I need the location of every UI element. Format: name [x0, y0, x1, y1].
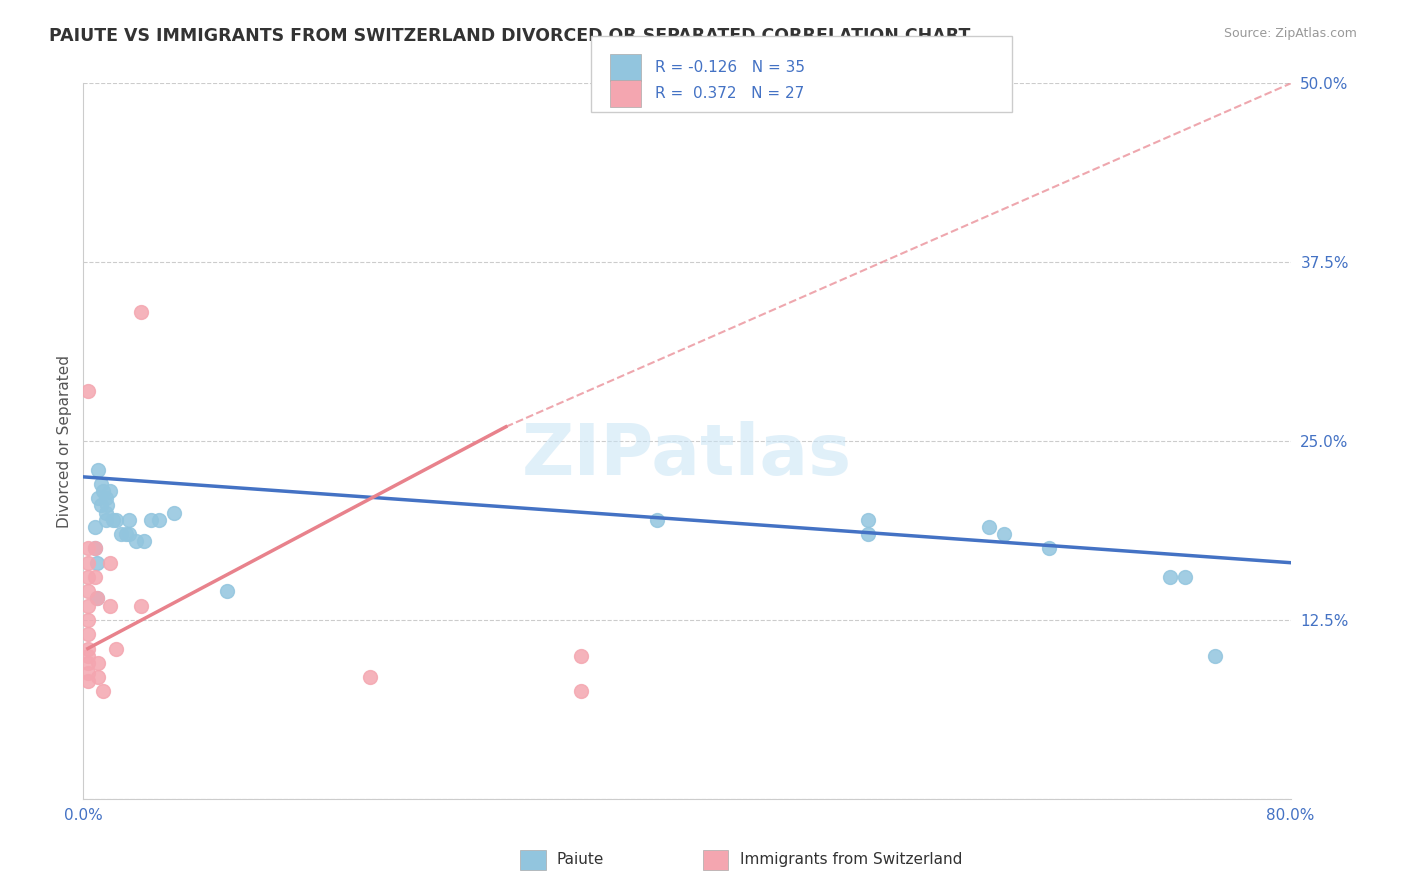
Point — [76, 384, 98, 398]
Text: Paiute: Paiute — [557, 853, 605, 867]
Point — [1038, 541, 1060, 556]
Point — [91, 484, 114, 499]
Point — [76, 641, 98, 656]
Text: Immigrants from Switzerland: Immigrants from Switzerland — [740, 853, 962, 867]
Point — [87, 670, 110, 684]
Point — [76, 656, 98, 670]
Text: Source: ZipAtlas.com: Source: ZipAtlas.com — [1223, 27, 1357, 40]
Point — [163, 506, 186, 520]
Point — [100, 484, 122, 499]
Point — [76, 541, 98, 556]
Point — [76, 674, 98, 689]
Point — [87, 463, 110, 477]
Point — [1204, 648, 1226, 663]
Point — [856, 513, 879, 527]
Point — [569, 648, 592, 663]
Point — [76, 613, 98, 627]
Point — [129, 305, 152, 319]
Point — [86, 591, 108, 606]
Point — [105, 513, 128, 527]
Point — [76, 665, 98, 680]
Text: PAIUTE VS IMMIGRANTS FROM SWITZERLAND DIVORCED OR SEPARATED CORRELATION CHART: PAIUTE VS IMMIGRANTS FROM SWITZERLAND DI… — [49, 27, 970, 45]
Point — [86, 556, 108, 570]
Point — [94, 506, 117, 520]
Point — [117, 527, 139, 541]
Point — [84, 570, 107, 584]
Point — [91, 684, 114, 698]
Point — [645, 513, 668, 527]
Point — [90, 499, 112, 513]
Point — [110, 527, 132, 541]
Point — [90, 477, 112, 491]
Point — [105, 641, 128, 656]
Point — [129, 599, 152, 613]
Point — [100, 599, 122, 613]
Point — [87, 491, 110, 506]
Point — [76, 570, 98, 584]
Point — [86, 591, 108, 606]
Point — [1174, 570, 1197, 584]
Point — [215, 584, 238, 599]
Y-axis label: Divorced or Separated: Divorced or Separated — [58, 355, 72, 527]
Point — [94, 513, 117, 527]
Point — [993, 527, 1015, 541]
Point — [76, 648, 98, 663]
Point — [76, 556, 98, 570]
Point — [132, 534, 155, 549]
Point — [856, 527, 879, 541]
Point — [117, 513, 139, 527]
Point — [148, 513, 170, 527]
Point — [84, 541, 107, 556]
Point — [76, 599, 98, 613]
Point — [84, 520, 107, 534]
Point — [977, 520, 1000, 534]
Text: R =  0.372   N = 27: R = 0.372 N = 27 — [655, 86, 804, 101]
Point — [103, 513, 125, 527]
Point — [125, 534, 148, 549]
Point — [100, 556, 122, 570]
Point — [114, 527, 136, 541]
Point — [76, 627, 98, 641]
Point — [141, 513, 163, 527]
Text: ZIPatlas: ZIPatlas — [522, 421, 852, 490]
Point — [1159, 570, 1181, 584]
Point — [96, 499, 118, 513]
Point — [94, 491, 117, 506]
Point — [84, 541, 107, 556]
Point — [569, 684, 592, 698]
Point — [87, 656, 110, 670]
Point — [359, 670, 381, 684]
Point — [76, 584, 98, 599]
Text: R = -0.126   N = 35: R = -0.126 N = 35 — [655, 60, 806, 75]
